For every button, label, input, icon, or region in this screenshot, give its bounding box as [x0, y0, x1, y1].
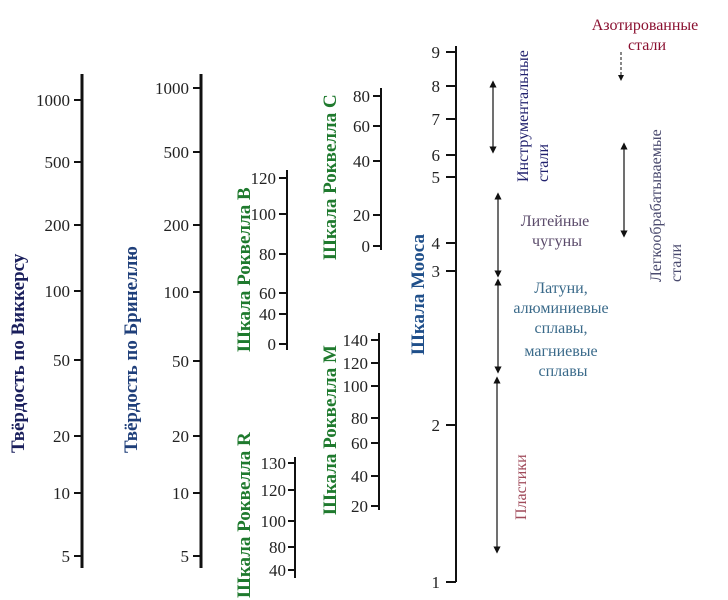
rockwell-b-ticks: 120 100 80 60 40 0 [251, 169, 287, 354]
vickers-title: Твёрдость по Виккерсу [8, 253, 29, 453]
vickers-tick-label: 50 [53, 351, 70, 370]
rockwell-b-tick-label: 80 [259, 245, 276, 264]
mohs-tick-label: 9 [432, 43, 441, 62]
rockwell-b-tick-label: 100 [251, 205, 277, 224]
rockwell-m-tick-label: 100 [343, 377, 369, 396]
rockwell-r-tick-label: 80 [269, 538, 286, 557]
mohs-tick-label: 1 [432, 573, 441, 592]
rockwell-b-scale: 120 100 80 60 40 0 Шкала Роквелла B [234, 169, 288, 354]
mohs-title: Шкала Мооса [408, 234, 429, 355]
rockwell-b-tick-label: 60 [259, 284, 276, 303]
rockwell-r-tick-label: 100 [261, 512, 287, 531]
mohs-tick-label: 8 [432, 77, 441, 96]
mohs-tick-label: 2 [432, 416, 441, 435]
rockwell-b-tick-label: 120 [251, 169, 277, 188]
vickers-tick-label: 100 [45, 282, 71, 301]
vickers-scale: 1000 500 200 100 50 20 10 5 Твёрдость по Виккер… [8, 74, 84, 568]
rockwell-c-ticks: 80 60 40 20 0 [353, 87, 381, 256]
rockwell-m-tick-label: 80 [351, 409, 368, 428]
rockwell-m-title: Шкала Роквелла M [320, 345, 341, 515]
vickers-tick-label: 20 [53, 427, 70, 446]
rockwell-m-tick-label: 20 [351, 497, 368, 516]
rockwell-m-tick-label: 40 [351, 467, 368, 486]
tool-steels-label: Инструментальные стали [515, 46, 552, 182]
rockwell-c-tick-label: 80 [353, 87, 370, 106]
rockwell-r-tick-label: 130 [261, 454, 287, 473]
brinell-tick-label: 1000 [155, 79, 189, 98]
rockwell-r-tick-label: 40 [269, 561, 286, 580]
rockwell-m-tick-label: 140 [343, 331, 369, 350]
nitrided-steels-label: Азотированные стали [592, 17, 703, 54]
brinell-tick-label: 20 [172, 427, 189, 446]
rockwell-b-tick-label: 0 [268, 335, 277, 354]
mohs-tick-label: 4 [432, 234, 441, 253]
rockwell-m-ticks: 140 120 100 80 60 40 20 [343, 331, 379, 516]
mohs-tick-label: 6 [432, 146, 441, 165]
plastics-label: Пластики [513, 454, 530, 520]
rockwell-r-title: Шкала Роквелла R [234, 432, 255, 598]
vickers-tick-label: 1000 [36, 91, 70, 110]
vickers-tick-label: 200 [45, 216, 71, 235]
rockwell-c-scale: 80 60 40 20 0 Шкала Роквелла C [320, 87, 382, 260]
rockwell-c-tick-label: 40 [353, 152, 370, 171]
rockwell-r-tick-label: 120 [261, 481, 287, 500]
rockwell-b-tick-label: 40 [259, 305, 276, 324]
free-cutting-steels-label: Легкообрабатываемые стали [648, 125, 685, 282]
rockwell-b-title: Шкала Роквелла B [234, 187, 255, 352]
mohs-ticks: 9 8 7 6 5 4 3 2 1 [432, 43, 456, 592]
rockwell-r-ticks: 130 120 100 80 40 [261, 454, 295, 580]
brinell-scale: 1000 500 200 100 50 20 10 5 Твёрдость по Бринел… [121, 74, 203, 568]
brinell-tick-label: 10 [172, 484, 189, 503]
rockwell-c-tick-label: 60 [353, 117, 370, 136]
brinell-tick-label: 200 [164, 216, 190, 235]
vickers-tick-label: 10 [53, 484, 70, 503]
brinell-title: Твёрдость по Бринеллю [121, 246, 142, 453]
rockwell-c-tick-label: 20 [353, 206, 370, 225]
brinell-tick-label: 500 [164, 143, 190, 162]
rockwell-c-title: Шкала Роквелла C [320, 94, 341, 260]
mohs-tick-label: 7 [432, 110, 441, 129]
brinell-tick-label: 50 [172, 352, 189, 371]
vickers-ticks: 1000 500 200 100 50 20 10 5 [36, 91, 82, 566]
brinell-tick-label: 5 [181, 547, 190, 566]
rockwell-m-tick-label: 120 [343, 354, 369, 373]
vickers-tick-label: 5 [62, 547, 71, 566]
brinell-tick-label: 100 [164, 283, 190, 302]
rockwell-r-scale: 130 120 100 80 40 Шкала Роквелла R [234, 432, 296, 598]
mohs-tick-label: 3 [432, 262, 441, 281]
vickers-tick-label: 500 [45, 153, 71, 172]
rockwell-m-scale: 140 120 100 80 60 40 20 Шкала Роквелла M [320, 331, 380, 516]
rockwell-c-tick-label: 0 [362, 237, 371, 256]
brinell-ticks: 1000 500 200 100 50 20 10 5 [155, 79, 201, 566]
cast-irons-label: Литейные чугуны [521, 213, 593, 250]
mohs-scale: 9 8 7 6 5 4 3 2 1 Шкала Мооса [408, 43, 457, 592]
rockwell-m-tick-label: 60 [351, 434, 368, 453]
mohs-tick-label: 5 [432, 168, 441, 187]
nonferrous-alloys-label: Латуни, алюминиевые сплавы, магниевые сп… [513, 280, 612, 380]
